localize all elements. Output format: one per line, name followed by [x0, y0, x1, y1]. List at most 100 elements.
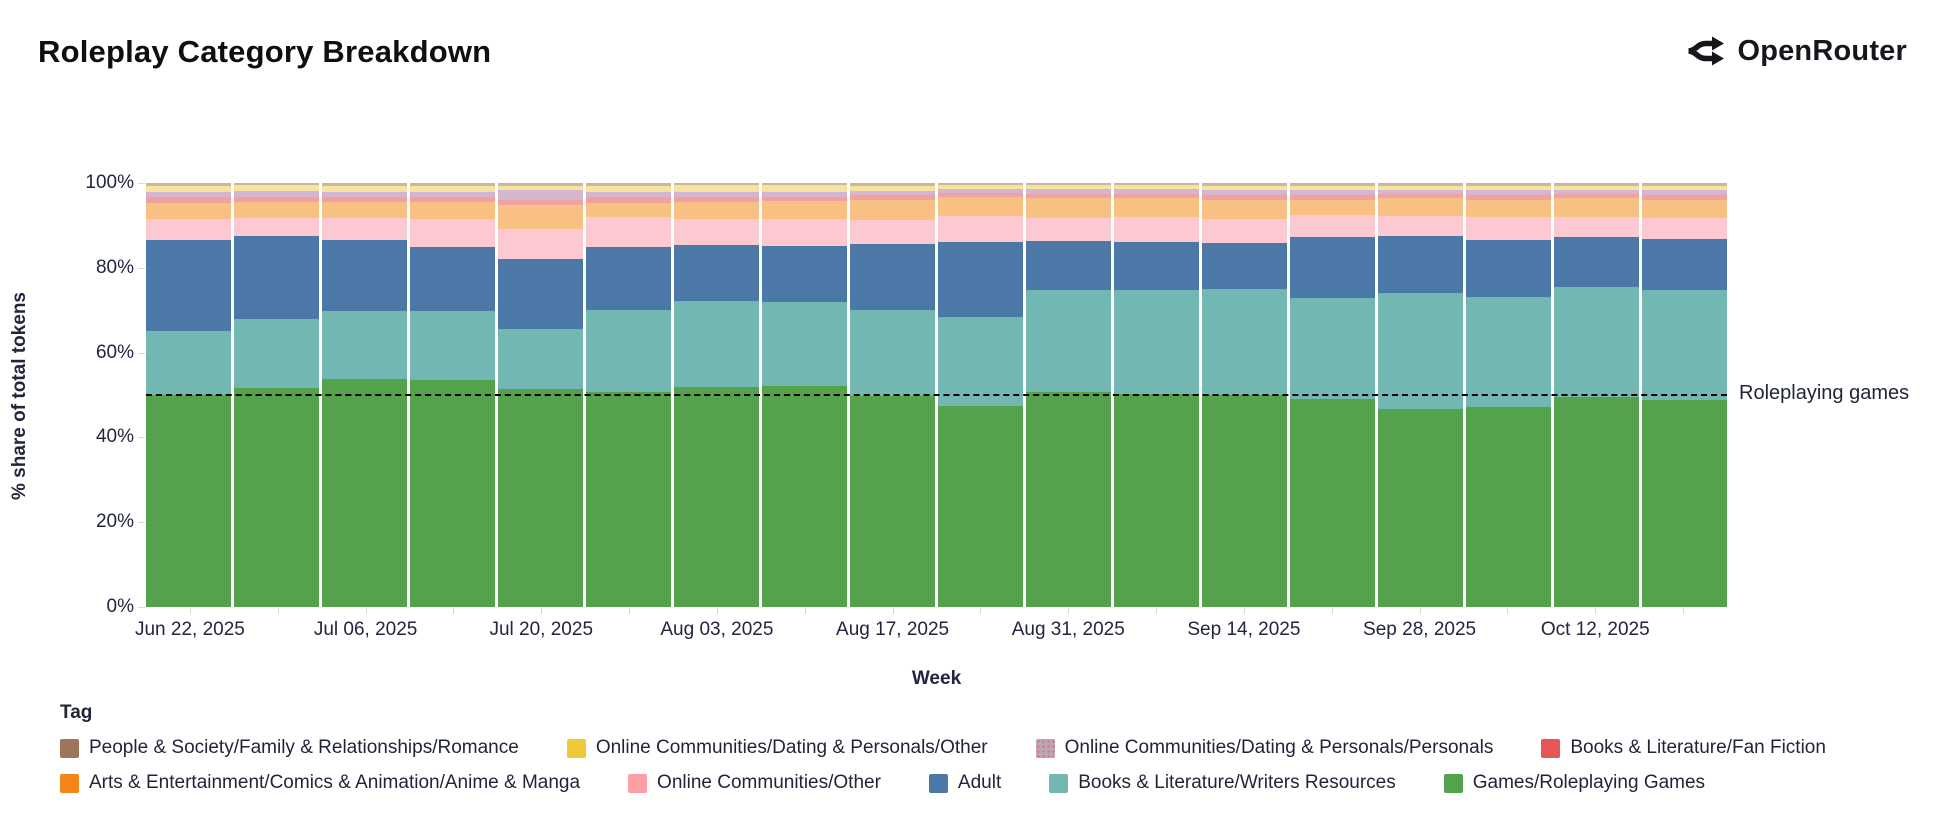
legend-item-label: People & Society/Family & Relationships/…: [89, 737, 519, 758]
chart-plot-area: [146, 183, 1727, 607]
legend-swatch: [60, 738, 79, 758]
bar-segment: [586, 391, 671, 607]
bar-segment: [586, 191, 671, 198]
legend-swatch: [1541, 738, 1561, 758]
x-tick-label: Aug 03, 2025: [660, 619, 774, 640]
bar-segment: [1378, 292, 1463, 410]
bar-segment: [1026, 185, 1111, 190]
bar-week-15: [1378, 183, 1463, 607]
x-tick-mark: [629, 608, 631, 614]
bar-week-17: [1554, 183, 1639, 607]
bar-segment: [498, 205, 583, 229]
bar-segment: [1466, 297, 1551, 408]
bar-segment: [1026, 241, 1111, 290]
bar-week-4: [410, 183, 495, 607]
bar-segment: [410, 185, 495, 192]
x-tick-mark: [716, 608, 718, 614]
legend-swatch: [1049, 773, 1069, 793]
legend-title: Tag: [60, 702, 93, 723]
legend-row: People & Society/Family & Relationships/…: [60, 737, 1826, 759]
bar-segment: [938, 196, 1023, 216]
bar-segment: [322, 185, 407, 192]
bar-segment: [938, 215, 1023, 243]
bar-segment: [1290, 194, 1375, 200]
x-axis-title: Week: [911, 668, 962, 689]
bar-segment: [410, 219, 495, 247]
bar-segment: [498, 259, 583, 330]
openrouter-icon: [1686, 34, 1726, 68]
bar-segment: [1026, 189, 1111, 194]
y-tick-mark: [138, 522, 145, 524]
bar-segment: [674, 219, 759, 245]
bar-segment: [234, 388, 319, 607]
bar-segment: [1378, 183, 1463, 186]
bar-segment: [938, 192, 1023, 197]
bar-segment: [146, 395, 231, 607]
legend: Tag People & Society/Family & Relationsh…: [60, 702, 1826, 794]
bar-segment: [1378, 189, 1463, 195]
bar-week-3: [322, 183, 407, 607]
reference-line-label: Roleplaying games: [1739, 382, 1910, 404]
bar-week-8: [762, 183, 847, 607]
y-tick-mark: [138, 183, 145, 184]
x-tick-label: Jun 22, 2025: [134, 619, 245, 640]
x-tick-label: Jul 20, 2025: [489, 619, 594, 640]
bar-segment: [762, 183, 847, 186]
bar-segment: [498, 329, 583, 389]
bar-segment: [1554, 236, 1639, 287]
legend-item: Online Communities/Dating & Personals/Pe…: [1035, 737, 1493, 759]
bar-segment: [850, 185, 935, 191]
y-tick-mark: [138, 437, 145, 439]
bar-segment: [410, 246, 495, 312]
legend-swatch: [60, 773, 79, 793]
legend-swatch: [628, 773, 648, 793]
legend-item: Arts & Entertainment/Comics & Animation/…: [60, 772, 580, 794]
bar-segment: [1026, 391, 1111, 607]
bar-segment: [498, 185, 583, 191]
bar-segment: [1026, 183, 1111, 186]
bar-segment: [234, 201, 319, 218]
bar-segment: [146, 331, 231, 395]
bar-segment: [1378, 216, 1463, 237]
x-tick-mark: [1507, 608, 1509, 614]
bar-segment: [1290, 214, 1375, 237]
bar-segment: [674, 183, 759, 186]
bar-segment: [410, 380, 495, 607]
bar-segment: [1466, 190, 1551, 195]
x-tick-mark: [541, 608, 543, 614]
legend-item-label: Online Communities/Other: [657, 772, 881, 793]
bar-segment: [410, 183, 495, 186]
bar-segment: [234, 235, 319, 319]
bar-segment: [1202, 189, 1287, 195]
x-tick-mark: [980, 608, 982, 614]
bar-segment: [1642, 200, 1727, 219]
bar-segment: [1554, 397, 1639, 607]
y-tick-mark: [138, 352, 145, 354]
bar-segment: [234, 217, 319, 236]
x-tick-label: Jul 06, 2025: [313, 619, 418, 640]
bar-segment: [762, 196, 847, 202]
legend-item-label: Online Communities/Dating & Personals/Ot…: [595, 737, 988, 758]
x-tick-mark: [804, 608, 806, 614]
bar-segment: [1554, 286, 1639, 398]
bar-segment: [1378, 409, 1463, 607]
bar-segment: [410, 202, 495, 220]
bar-segment: [322, 311, 407, 379]
x-tick-mark: [892, 608, 894, 614]
bar-segment: [674, 185, 759, 192]
bar-segment: [674, 201, 759, 220]
bar-week-12: [1114, 183, 1199, 607]
bar-segment: [586, 247, 671, 311]
bar-segment: [1554, 183, 1639, 186]
bar-segment: [498, 183, 583, 186]
y-tick-label: 40%: [95, 426, 134, 448]
legend-item-label: Adult: [957, 772, 1002, 793]
bar-segment: [1378, 194, 1463, 199]
legend-swatch: [928, 773, 948, 793]
reference-line-50pct: [146, 394, 1727, 396]
bar-segment: [1290, 190, 1375, 195]
bar-segment: [850, 183, 935, 186]
bar-segment: [938, 183, 1023, 186]
bar-segment: [674, 196, 759, 202]
bar-segment: [938, 405, 1023, 607]
